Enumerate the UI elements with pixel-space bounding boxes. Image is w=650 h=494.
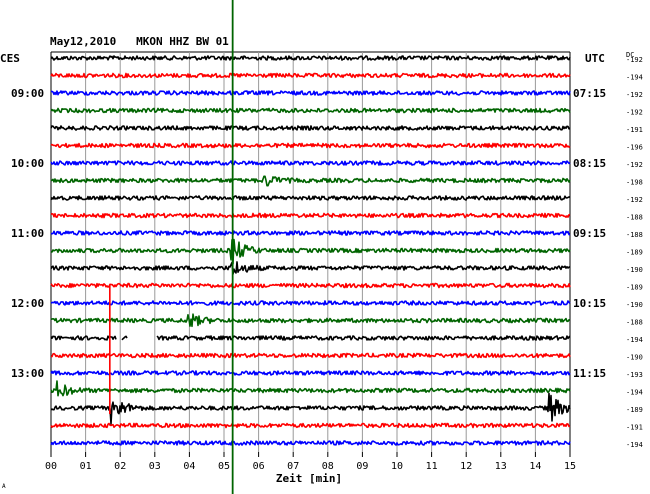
x-tick-label: 10 [391, 461, 403, 472]
seismic-trace [121, 335, 128, 341]
left-time-label: 11:00 [11, 227, 44, 240]
trace-offset-label: -190 [626, 301, 643, 309]
footer-mark: A [2, 483, 6, 490]
x-tick-label: 03 [149, 461, 161, 472]
x-tick-label: 08 [322, 461, 334, 472]
seismic-trace [50, 142, 571, 149]
x-tick-label: 06 [253, 461, 265, 472]
seismic-trace [50, 125, 571, 131]
trace-offset-label: -190 [626, 354, 643, 362]
trace-offset-label: -188 [626, 214, 643, 222]
trace-offset-label: -194 [626, 389, 643, 397]
right-time-label: 11:15 [573, 367, 606, 380]
x-tick-label: 15 [564, 461, 576, 472]
seismic-trace [50, 282, 571, 289]
seismic-trace [50, 422, 571, 429]
seismic-trace [50, 55, 571, 61]
trace-offset-label: -188 [626, 319, 643, 327]
trace-offset-label: -189 [626, 284, 643, 292]
trace-offset-label: -194 [626, 74, 643, 82]
right-timezone-label: UTC [585, 52, 605, 65]
x-tick-label: 01 [80, 461, 92, 472]
seismic-trace [50, 160, 571, 166]
seismic-trace [50, 370, 571, 376]
x-tick-label: 00 [45, 461, 57, 472]
right-time-label: 10:15 [573, 297, 606, 310]
offset-column-label: DC [626, 51, 634, 59]
x-tick-label: 13 [495, 461, 507, 472]
x-tick-label: 05 [218, 461, 230, 472]
trace-offset-label: -190 [626, 266, 643, 274]
left-time-label: 09:00 [11, 87, 44, 100]
trace-offset-label: -192 [626, 161, 643, 169]
right-time-label: 07:15 [573, 87, 606, 100]
seismic-trace [50, 335, 117, 341]
trace-offset-label: -191 [626, 126, 643, 134]
seismic-trace [50, 175, 571, 187]
seismic-trace [156, 335, 571, 341]
seismic-trace [51, 90, 571, 96]
left-time-label: 12:00 [11, 297, 44, 310]
seismic-trace [50, 107, 571, 114]
left-time-label: 10:00 [11, 157, 44, 170]
seismic-trace [50, 352, 571, 359]
trace-offset-label: -192 [626, 109, 643, 117]
right-time-label: 08:15 [573, 157, 606, 170]
left-timezone-label: CES [0, 52, 20, 65]
trace-offset-label: -192 [626, 91, 643, 99]
trace-offset-label: -198 [626, 179, 643, 187]
seismic-trace [50, 380, 571, 397]
trace-offset-label: -194 [626, 441, 643, 449]
trace-offset-label: -188 [626, 231, 643, 239]
trace-offset-label: -194 [626, 336, 643, 344]
trace-offset-label: -189 [626, 249, 643, 257]
x-tick-label: 04 [183, 461, 195, 472]
seismic-trace [50, 313, 571, 328]
trace-offset-label: -191 [626, 424, 643, 432]
seismic-trace [50, 72, 571, 79]
x-tick-label: 14 [529, 461, 541, 472]
trace-offset-label: -189 [626, 406, 643, 414]
trace-offset-label: -193 [626, 371, 643, 379]
seismic-trace [50, 230, 571, 236]
seismic-trace [50, 440, 571, 446]
x-tick-label: 11 [426, 461, 438, 472]
left-time-label: 13:00 [11, 367, 44, 380]
x-tick-label: 02 [114, 461, 126, 472]
seismic-trace [50, 195, 571, 201]
x-tick-label: 09 [356, 461, 368, 472]
seismic-trace [50, 261, 571, 275]
right-time-label: 09:15 [573, 227, 606, 240]
x-axis-label: Zeit [min] [276, 472, 342, 485]
trace-offset-label: -196 [626, 144, 643, 152]
seismic-trace [50, 212, 571, 219]
seismic-trace [50, 300, 571, 306]
x-tick-label: 12 [460, 461, 472, 472]
x-tick-label: 07 [287, 461, 299, 472]
trace-offset-label: -192 [626, 56, 643, 64]
trace-offset-label: -192 [626, 196, 643, 204]
seismic-trace [50, 392, 571, 425]
seismic-trace [50, 238, 571, 265]
chart-title: May12,2010 MKON HHZ BW 01 [50, 35, 229, 48]
